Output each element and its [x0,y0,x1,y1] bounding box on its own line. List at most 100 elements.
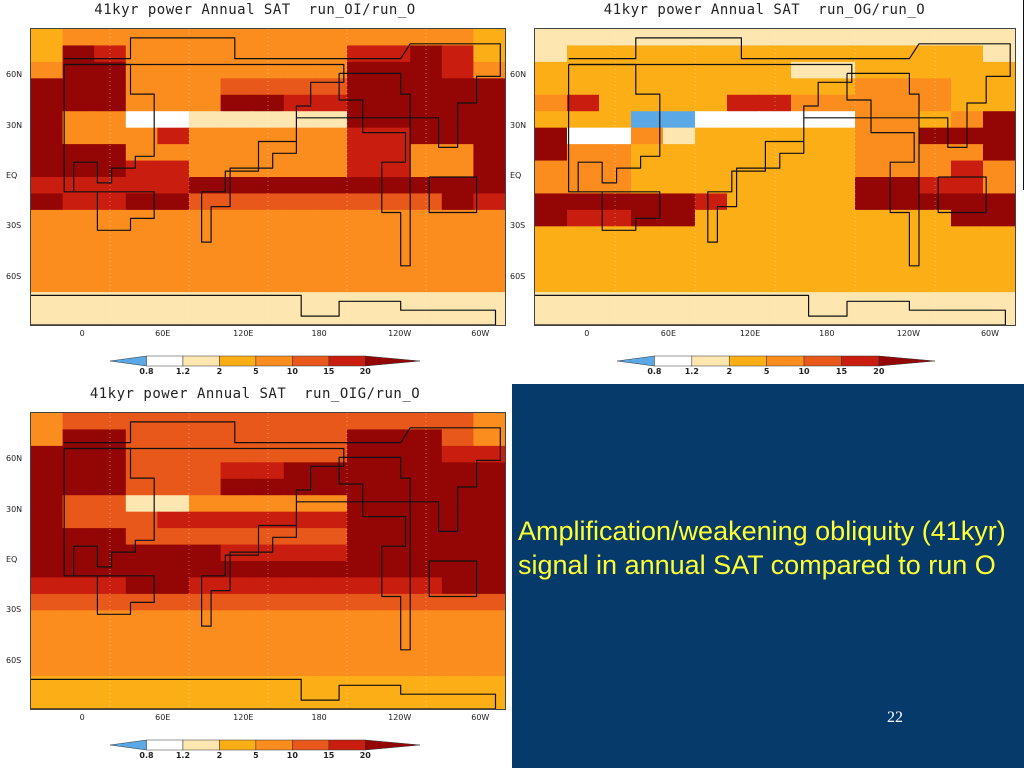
grid-cell [315,259,348,277]
grid-cell [567,29,600,47]
grid-cell [410,528,443,546]
grid-cell [951,292,984,310]
grid-cell [887,292,920,310]
grid-cell [535,127,568,145]
grid-cell [441,593,474,611]
grid-cell [473,626,505,644]
grid-cell [157,292,190,310]
lat-tick-label: 60N [6,454,23,464]
grid-cell [759,29,792,47]
grid-cell [759,308,792,325]
grid-cell [283,111,316,129]
grid-cell [31,544,64,562]
grid-cell [315,160,348,178]
grid-cell [189,626,222,644]
grid-cell [410,160,443,178]
grid-cell [567,45,600,63]
grid-cell [441,242,474,260]
grid-cell [252,610,285,628]
grid-cell [347,292,380,310]
grid-cell [951,259,984,277]
grid-cell [62,495,95,513]
coastline [568,37,1011,243]
colorbar-swatch [803,355,842,367]
colorbar-swatch [365,739,420,751]
grid-cell [855,259,888,277]
grid-cell [189,593,222,611]
grid-cell [315,511,348,529]
lat-tick-label: EQ [6,171,18,180]
grid-cell [378,643,411,661]
grid-cell [315,29,348,47]
grid-cell [951,29,984,47]
grid-cell [599,177,632,195]
grid-cell [252,259,285,277]
lat-tick-label: 60N [510,70,527,80]
colorbar-swatch [841,355,880,367]
grid-cell [727,111,760,129]
grid-cell [759,144,792,162]
grid-cell [125,429,158,447]
grid-cell [31,626,64,644]
grid-cell [252,692,285,709]
grid-cell [220,177,253,195]
grid-cell [94,577,127,595]
grid-cell [473,462,505,480]
grid-cell [727,144,760,162]
grid-cell [31,193,64,211]
grid-cell [189,209,222,227]
grid-cell [125,193,158,211]
grid-cell [62,593,95,611]
grid-cell [94,292,127,310]
grid-cell [535,209,568,227]
grid-cell [663,226,696,244]
grid-cell [189,226,222,244]
grid-cell [473,259,505,277]
grid-cell [189,676,222,694]
grid-cell [157,593,190,611]
grid-cell [283,643,316,661]
grid-cell [473,495,505,513]
grid-cell [791,193,824,211]
grid-cell [157,429,190,447]
grid-cell [567,193,600,211]
colorbar-swatch [878,355,935,367]
grid-cell [157,676,190,694]
grid-cell [378,676,411,694]
grid-cell [759,275,792,293]
grid-cell [94,144,127,162]
grid-cell [315,111,348,129]
grid-cell [189,692,222,709]
grid-cell [410,127,443,145]
grid-cell [220,692,253,709]
grid-cell [283,478,316,496]
grid-cell [983,242,1015,260]
colorbar-label: 5 [253,367,259,376]
grid-cell [567,209,600,227]
grid-cell [919,144,952,162]
grid-cell [125,308,158,325]
grid-cell [31,692,64,709]
coastline [567,63,661,231]
grid-cell [759,242,792,260]
grid-cell [919,45,952,63]
grid-cell [473,144,505,162]
grid-cell [695,127,728,145]
grid-cell [983,111,1015,129]
grid-cell [887,177,920,195]
grid-cell [220,610,253,628]
grid-cell [567,144,600,162]
grid-cell [791,94,824,112]
grid-cell [315,45,348,63]
lon-tick-label: 120W [388,713,412,722]
grid-cell [695,94,728,112]
grid-cell [441,160,474,178]
colorbar-swatch [110,739,147,751]
grid-cell [473,45,505,63]
grid-cell [31,226,64,244]
grid-cell [855,127,888,145]
grid-cell [631,275,664,293]
grid-cell [62,577,95,595]
grid-cell [951,275,984,293]
grid-cell [283,692,316,709]
